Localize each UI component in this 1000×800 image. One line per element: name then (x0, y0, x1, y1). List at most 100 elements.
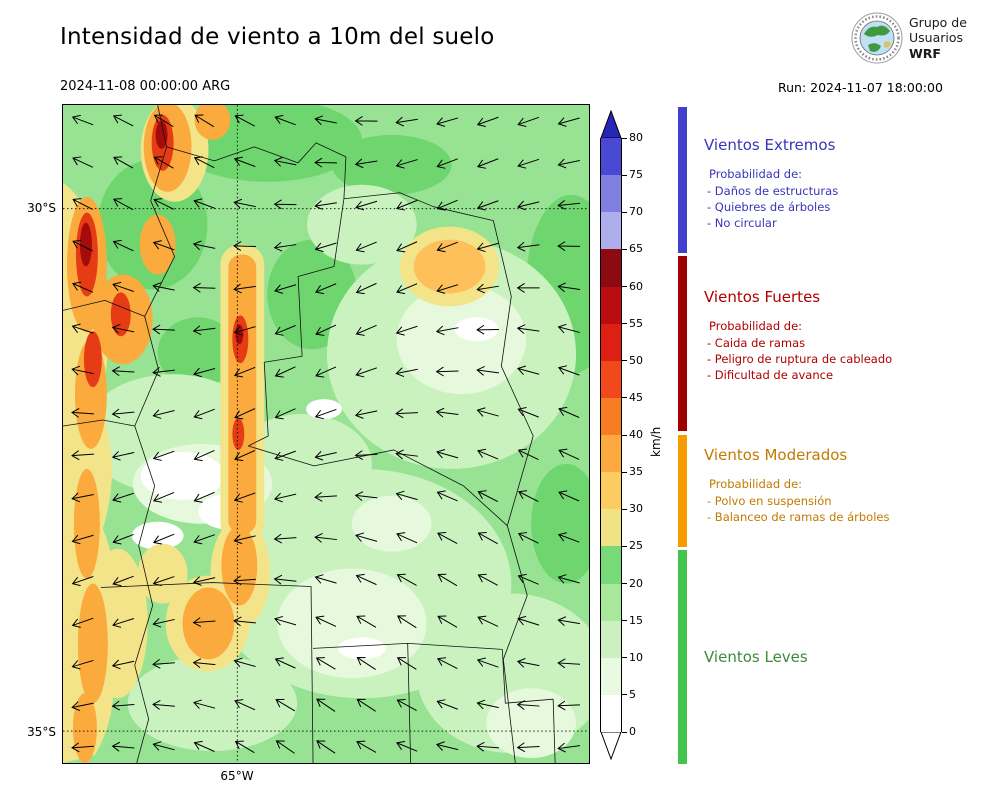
wind-arrow (71, 617, 94, 628)
wind-arrow (314, 115, 337, 125)
wind-arrows (71, 114, 581, 754)
wind-arrow (477, 573, 498, 586)
wind-arrow (557, 199, 581, 210)
wind-arrow (558, 448, 580, 460)
colorbar-tick-label: 70 (629, 205, 643, 219)
wind-arrow (316, 740, 336, 754)
wind-arrow (516, 283, 540, 293)
wind-arrow (517, 407, 539, 418)
colorbar-tick (622, 360, 627, 362)
lon-label-65w: 65°W (220, 769, 254, 783)
colorbar-tick (622, 137, 627, 139)
colorbar-tick (622, 731, 627, 733)
wind-arrow (557, 323, 580, 334)
colorbar-tick (622, 286, 627, 287)
wind-arrow (112, 492, 135, 503)
wind-arrow (111, 323, 135, 334)
wind-arrow (233, 492, 256, 503)
wind-arrow (437, 573, 458, 587)
wind-arrow (355, 200, 378, 211)
colorbar-tick (622, 620, 627, 622)
wind-arrow (316, 698, 336, 712)
wind-arrow (193, 450, 215, 462)
wind-arrow (476, 242, 499, 253)
colorbar-segment (601, 397, 621, 435)
wind-arrow (557, 658, 581, 669)
wind-arrow (315, 366, 337, 378)
logo-line-2: Usuarios (909, 30, 964, 46)
wind-arrow (436, 284, 459, 294)
wind-arrow (476, 699, 499, 710)
wind-arrow (274, 325, 296, 336)
wind-arrow (476, 116, 499, 128)
wind-arrow (395, 449, 418, 460)
colorbar-tick (622, 508, 627, 510)
wind-arrow (476, 657, 499, 668)
wind-arrow (193, 534, 215, 545)
wind-arrow (557, 742, 581, 753)
legend-section-moderados: Vientos Moderados Probabilidad de: - Pol… (704, 446, 984, 525)
colorbar-tick-label: 15 (629, 613, 643, 627)
wind-arrow (516, 742, 540, 753)
wind-arrow (233, 616, 256, 627)
wind-arrow (71, 659, 94, 670)
wind-arrow (71, 492, 94, 503)
logo-line-3: WRF (909, 45, 941, 61)
wind-arrow (273, 492, 297, 503)
wind-arrow (435, 407, 459, 418)
wind-arrow (436, 117, 459, 127)
colorbar-segment (601, 508, 621, 547)
colorbar-over-arrow (600, 110, 622, 138)
wind-arrow (557, 117, 580, 127)
colorbar-tick (622, 211, 627, 213)
wind-arrow (355, 282, 377, 295)
colorbar-tick-label: 30 (629, 502, 643, 516)
wind-arrow (233, 241, 256, 251)
wind-arrow (193, 408, 215, 420)
wind-arrow (273, 574, 297, 585)
legend-title-fuertes: Vientos Fuertes (704, 288, 821, 306)
wind-arrow (476, 324, 500, 335)
wind-arrow (152, 409, 175, 419)
colorbar-tick-label: 10 (629, 650, 643, 664)
wind-arrow (71, 323, 94, 334)
colorbar-segment (601, 323, 621, 361)
wind-arrow (71, 365, 94, 376)
legend-section-leves: Vientos Leves (704, 648, 984, 666)
lat-label-30s: 30°S (27, 201, 56, 215)
wind-arrow (192, 367, 216, 378)
wind-arrow (274, 657, 296, 669)
colorbar-segment (601, 174, 621, 213)
wind-arrow (396, 698, 417, 711)
colorbar-tick (622, 323, 627, 325)
wind-arrow (477, 490, 499, 503)
wind-arrow (396, 283, 418, 295)
legend-title-extremos: Vientos Extremos (704, 136, 836, 154)
colorbar-tick-label: 40 (629, 428, 643, 441)
wind-arrow (112, 114, 134, 127)
wind-arrow (71, 576, 94, 587)
wind-arrow (153, 114, 174, 128)
colorbar-tick (622, 545, 627, 547)
wind-arrow (435, 366, 459, 377)
legend-item: - Quiebres de árboles (707, 200, 831, 214)
wind-arrow (111, 741, 135, 752)
colorbar-tick (622, 694, 627, 696)
colorbar-tick-label: 35 (629, 465, 643, 479)
wind-arrow (152, 450, 175, 461)
colorbar-body: 0 5 10 15 20 25 30 35 40 45 50 55 60 65 70 75 80 (600, 131, 643, 738)
wind-arrow (557, 616, 580, 626)
wind-arrow (395, 325, 418, 336)
wind-arrow (273, 241, 297, 252)
wind-arrow (354, 409, 378, 419)
legend-bar-leves (678, 550, 687, 764)
legend-section-fuertes: Vientos Fuertes Probabilidad de: - Caida… (704, 288, 984, 383)
wind-arrow (477, 531, 498, 545)
wind-arrow (517, 532, 539, 544)
wind-arrow (436, 448, 459, 459)
wind-arrow (72, 156, 94, 168)
wind-arrow (111, 408, 135, 419)
wind-arrow (558, 406, 580, 418)
wind-arrow (314, 533, 337, 543)
colorbar-segment (601, 694, 621, 732)
